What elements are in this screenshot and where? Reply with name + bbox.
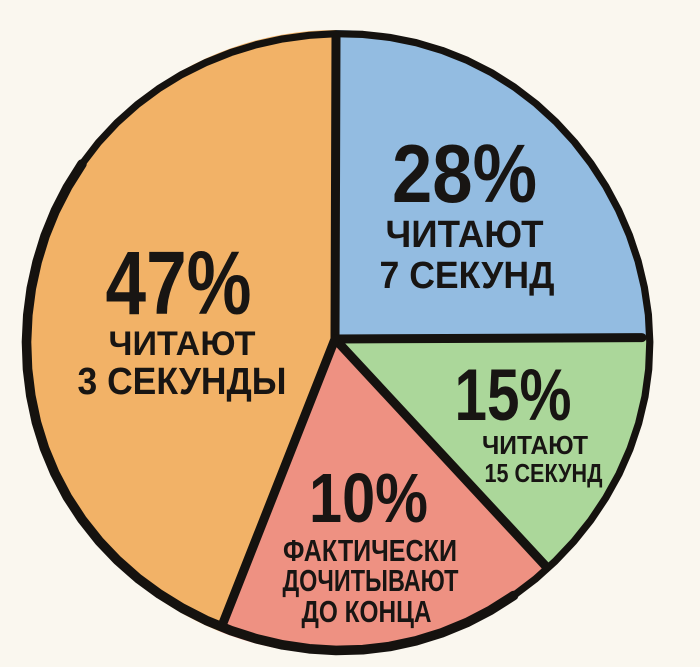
svg-text:ЧИТАЮТ: ЧИТАЮТ [109,325,256,363]
svg-text:ФАКТИЧЕСКИ: ФАКТИЧЕСКИ [283,533,457,568]
svg-text:10%: 10% [309,459,428,537]
svg-text:7 СЕКУНД: 7 СЕКУНД [380,255,555,297]
svg-text:3 СЕКУНДЫ: 3 СЕКУНДЫ [78,361,287,403]
svg-text:ДО КОНЦА: ДО КОНЦА [302,594,432,629]
svg-text:47%: 47% [106,234,252,334]
svg-text:ЧИТАЮТ: ЧИТАЮТ [386,214,544,256]
svg-text:15 СЕКУНД: 15 СЕКУНД [485,460,603,488]
svg-text:28%: 28% [392,127,537,220]
svg-text:15%: 15% [455,355,572,436]
svg-text:ЧИТАЮТ: ЧИТАЮТ [482,430,588,460]
svg-text:ДОЧИТЫВАЮТ: ДОЧИТЫВАЮТ [283,563,459,598]
